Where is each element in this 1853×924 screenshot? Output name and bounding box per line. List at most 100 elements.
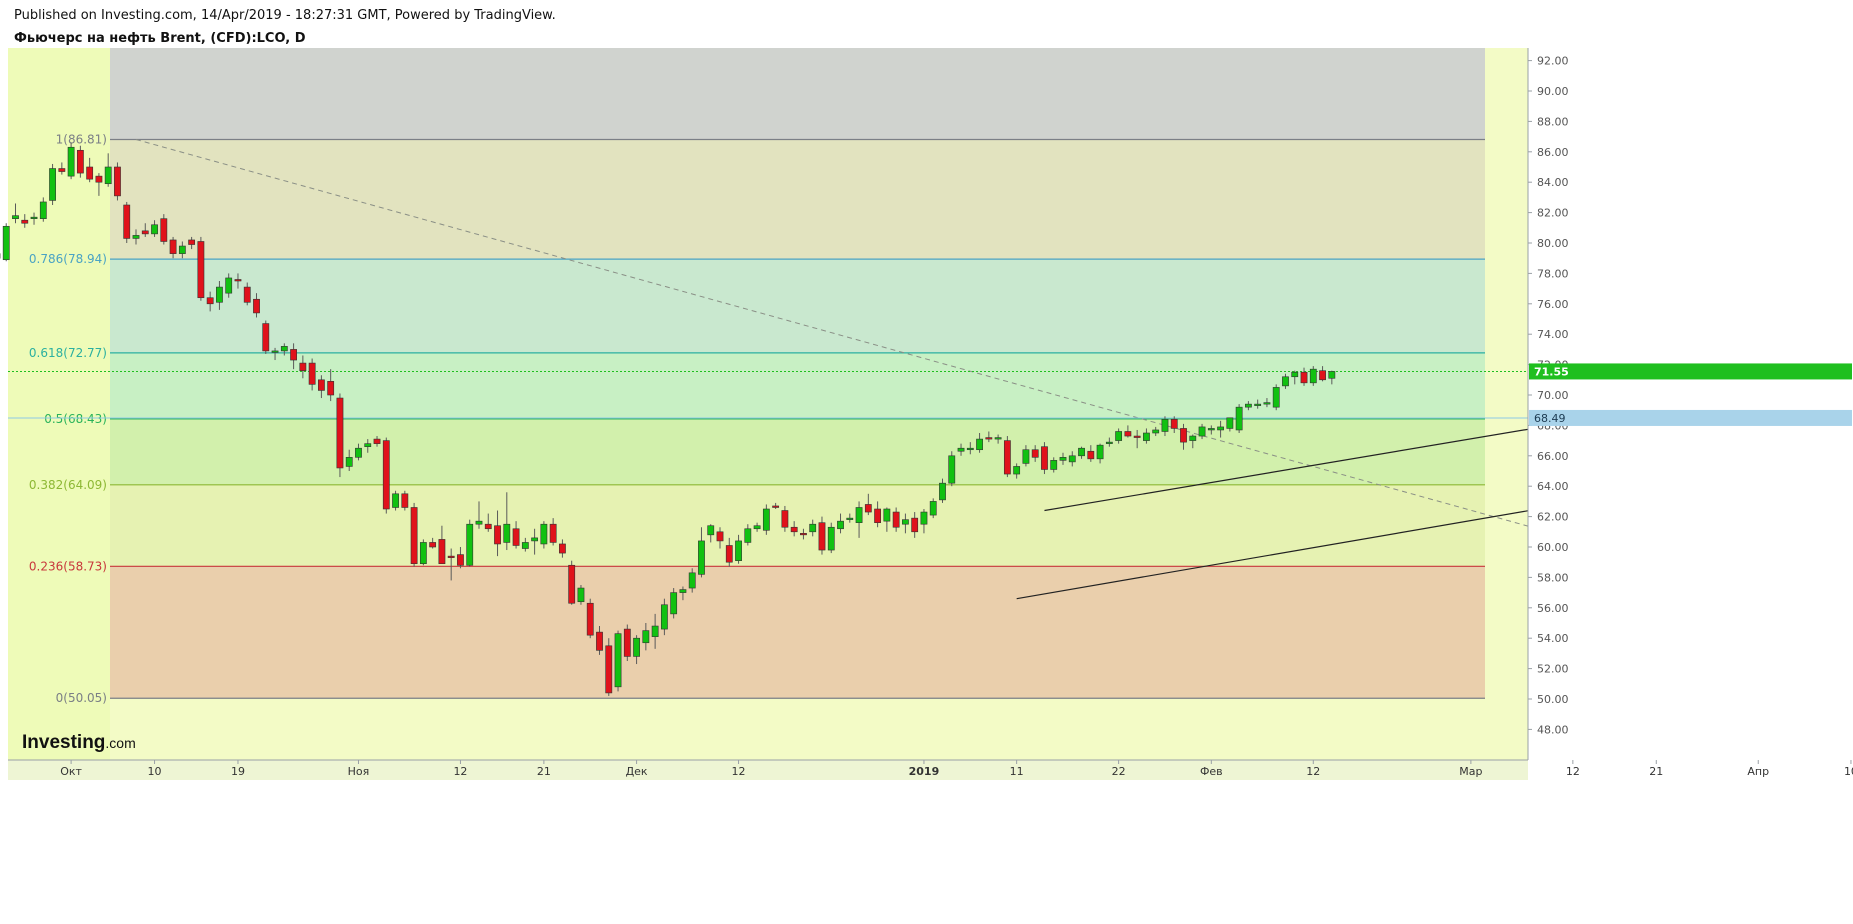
- candle[interactable]: [382, 437, 390, 514]
- candle[interactable]: [484, 513, 492, 532]
- candle[interactable]: [336, 393, 344, 478]
- candle[interactable]: [929, 498, 937, 519]
- candle[interactable]: [948, 451, 956, 487]
- candle[interactable]: [253, 293, 260, 318]
- candle[interactable]: [1245, 401, 1252, 411]
- candle[interactable]: [549, 518, 557, 546]
- candle[interactable]: [1263, 398, 1271, 408]
- candle[interactable]: [679, 586, 687, 601]
- candle[interactable]: [503, 492, 511, 551]
- candle[interactable]: [123, 201, 131, 243]
- candle[interactable]: [920, 509, 928, 534]
- candle[interactable]: [1087, 445, 1095, 462]
- candle[interactable]: [994, 434, 1002, 444]
- candle[interactable]: [957, 443, 965, 456]
- candle[interactable]: [410, 502, 418, 567]
- candle[interactable]: [438, 525, 446, 565]
- candle[interactable]: [132, 229, 140, 245]
- candle[interactable]: [790, 521, 798, 537]
- candle[interactable]: [1031, 445, 1039, 462]
- candle[interactable]: [781, 505, 789, 532]
- candle[interactable]: [197, 236, 205, 301]
- candle[interactable]: [1319, 366, 1326, 382]
- candle[interactable]: [317, 375, 325, 399]
- candle[interactable]: [966, 442, 974, 455]
- candle[interactable]: [642, 623, 650, 651]
- candle[interactable]: [1217, 420, 1224, 438]
- candle[interactable]: [1272, 384, 1280, 411]
- candle[interactable]: [475, 501, 483, 529]
- candle[interactable]: [911, 512, 919, 538]
- candle[interactable]: [614, 630, 622, 692]
- candle[interactable]: [512, 521, 520, 549]
- candle[interactable]: [818, 516, 826, 555]
- candle[interactable]: [206, 291, 214, 312]
- candle[interactable]: [58, 162, 66, 175]
- candle[interactable]: [1143, 428, 1150, 444]
- candle[interactable]: [883, 507, 891, 532]
- candle[interactable]: [688, 568, 696, 593]
- candle[interactable]: [373, 436, 381, 447]
- candle[interactable]: [762, 504, 770, 535]
- candle[interactable]: [707, 524, 715, 543]
- candle[interactable]: [874, 501, 881, 528]
- candle[interactable]: [1105, 437, 1113, 447]
- candle[interactable]: [447, 548, 455, 581]
- candle[interactable]: [178, 241, 186, 259]
- candle[interactable]: [160, 214, 168, 245]
- candle[interactable]: [2, 223, 10, 262]
- candle[interactable]: [1226, 417, 1234, 432]
- candle[interactable]: [188, 236, 196, 250]
- candle[interactable]: [753, 522, 761, 532]
- candle[interactable]: [633, 635, 640, 665]
- candle[interactable]: [976, 433, 983, 453]
- candle[interactable]: [716, 527, 724, 549]
- candle[interactable]: [262, 320, 270, 354]
- candle[interactable]: [577, 585, 585, 605]
- candle[interactable]: [800, 528, 807, 540]
- candle[interactable]: [30, 212, 38, 225]
- candle[interactable]: [1235, 404, 1243, 433]
- candle[interactable]: [744, 524, 752, 546]
- candle[interactable]: [1161, 416, 1169, 437]
- candle[interactable]: [670, 588, 678, 619]
- candle[interactable]: [243, 282, 251, 306]
- candle[interactable]: [1328, 370, 1336, 385]
- candle[interactable]: [864, 493, 872, 516]
- candle[interactable]: [39, 197, 47, 222]
- candle[interactable]: [1254, 399, 1262, 409]
- candle[interactable]: [1133, 429, 1141, 449]
- candle[interactable]: [809, 519, 817, 537]
- candle[interactable]: [1152, 426, 1160, 437]
- candle[interactable]: [1180, 423, 1187, 450]
- candle[interactable]: [225, 273, 233, 298]
- candle[interactable]: [1096, 443, 1104, 464]
- candle[interactable]: [466, 519, 474, 567]
- candle[interactable]: [827, 522, 835, 554]
- candle[interactable]: [327, 369, 335, 402]
- candle[interactable]: [355, 443, 362, 461]
- candle[interactable]: [772, 502, 780, 509]
- candle[interactable]: [1115, 428, 1123, 444]
- candle[interactable]: [151, 220, 158, 237]
- candle[interactable]: [605, 638, 613, 696]
- candle[interactable]: [1309, 366, 1317, 386]
- candle[interactable]: [290, 343, 297, 370]
- candle[interactable]: [234, 273, 242, 289]
- candle[interactable]: [1068, 451, 1076, 467]
- candle[interactable]: [559, 539, 566, 558]
- candle[interactable]: [1170, 416, 1178, 433]
- candle[interactable]: [401, 490, 409, 511]
- candle[interactable]: [1291, 370, 1299, 385]
- candle[interactable]: [660, 598, 668, 636]
- candle[interactable]: [494, 510, 501, 557]
- candle[interactable]: [280, 343, 288, 356]
- candle[interactable]: [902, 513, 909, 534]
- candle[interactable]: [540, 521, 548, 549]
- candle[interactable]: [1282, 373, 1289, 389]
- candle[interactable]: [1207, 425, 1215, 435]
- candle[interactable]: [651, 613, 659, 649]
- candle[interactable]: [364, 439, 372, 453]
- candle[interactable]: [21, 214, 29, 228]
